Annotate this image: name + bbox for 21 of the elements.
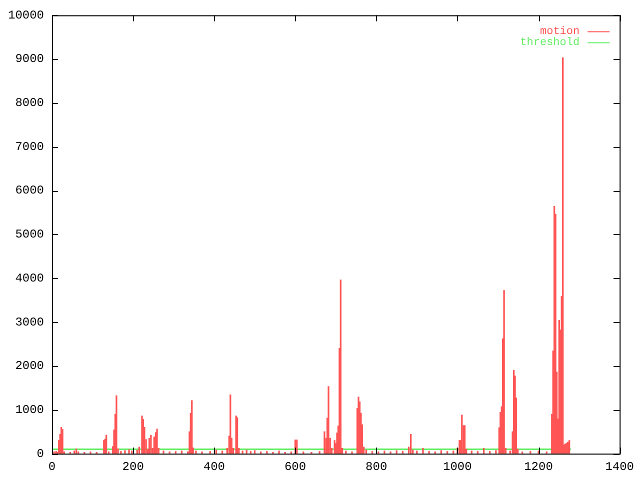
y-tick-label: 0	[36, 446, 44, 461]
y-tick-label: 2000	[15, 359, 44, 374]
y-tick-label: 5000	[15, 228, 44, 242]
x-tick-label: 800	[366, 460, 388, 474]
x-tick-label: 1000	[443, 460, 472, 474]
x-tick-label: 1400	[605, 460, 634, 474]
x-tick-label: 1200	[524, 460, 553, 474]
legend-label: motion	[540, 26, 580, 38]
y-tick-label: 10000	[8, 8, 44, 22]
x-tick-label: 200	[122, 460, 144, 474]
y-tick-label: 8000	[15, 96, 44, 110]
y-tick-label: 3000	[15, 315, 44, 330]
legend-label: threshold	[520, 37, 580, 50]
x-tick-label: 0	[48, 460, 56, 474]
y-tick-label: 7000	[15, 140, 44, 154]
y-tick-label: 4000	[15, 271, 44, 286]
y-tick-label: 1000	[15, 402, 44, 417]
x-tick-label: 600	[284, 460, 306, 474]
x-tick-label: 400	[203, 460, 225, 474]
y-tick-label: 9000	[15, 52, 44, 66]
y-tick-label: 6000	[15, 184, 44, 198]
